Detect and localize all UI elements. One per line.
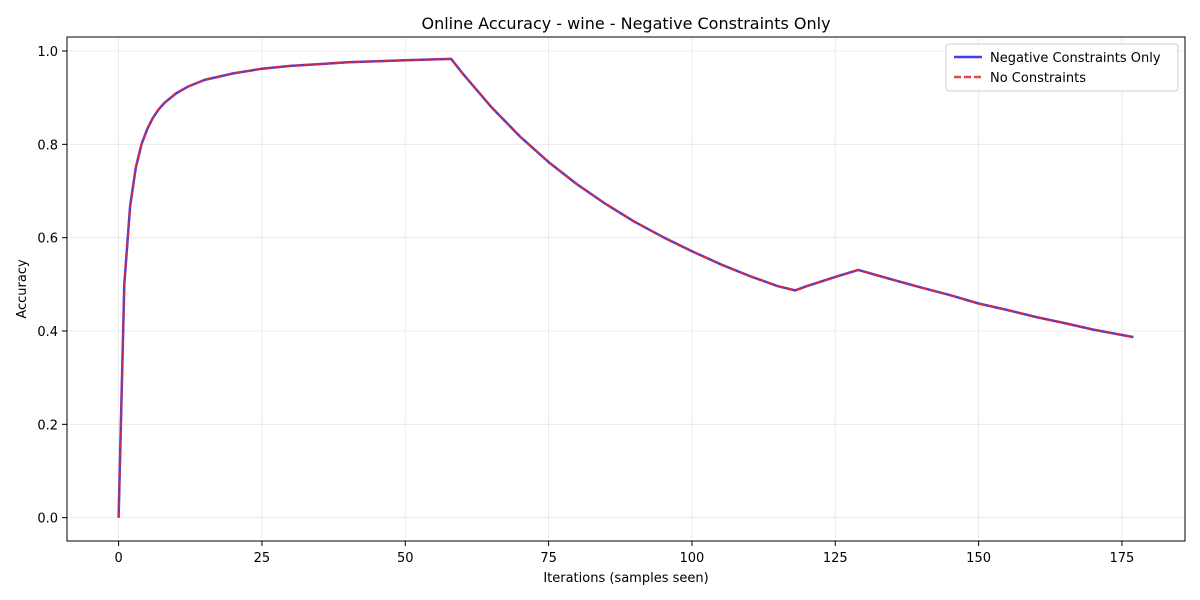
series-layer xyxy=(117,57,1134,518)
y-axis: 0.0 0.2 0.4 0.6 0.8 1.0 xyxy=(37,45,67,527)
x-tick-label: 175 xyxy=(1110,551,1135,566)
x-tick-label: 50 xyxy=(397,551,414,566)
y-tick-label: 0.0 xyxy=(37,512,58,527)
y-axis-label: Accuracy xyxy=(15,259,30,319)
y-tick-label: 0.2 xyxy=(37,418,58,433)
legend-label: Negative Constraints Only xyxy=(990,51,1161,66)
x-tick-label: 75 xyxy=(540,551,557,566)
x-axis-label: Iterations (samples seen) xyxy=(543,571,708,586)
x-tick-label: 0 xyxy=(114,551,122,566)
y-tick-label: 0.4 xyxy=(37,325,58,340)
legend: Negative Constraints Only No Constraints xyxy=(945,43,1179,92)
y-tick-label: 0.6 xyxy=(37,232,58,247)
x-tick-label: 100 xyxy=(680,551,705,566)
x-tick-label: 150 xyxy=(966,551,991,566)
legend-box xyxy=(945,43,1179,92)
chart-title: Online Accuracy - wine - Negative Constr… xyxy=(421,14,830,33)
x-tick-label: 125 xyxy=(823,551,848,566)
x-axis: 0 25 50 75 100 125 150 175 xyxy=(114,541,1134,566)
x-tick-label: 25 xyxy=(254,551,271,566)
legend-label: No Constraints xyxy=(990,71,1086,86)
series-line-2 xyxy=(117,57,1134,518)
grid xyxy=(67,37,1185,541)
y-tick-label: 0.8 xyxy=(37,138,58,153)
y-tick-label: 1.0 xyxy=(37,45,58,60)
plot-frame xyxy=(66,36,1186,542)
